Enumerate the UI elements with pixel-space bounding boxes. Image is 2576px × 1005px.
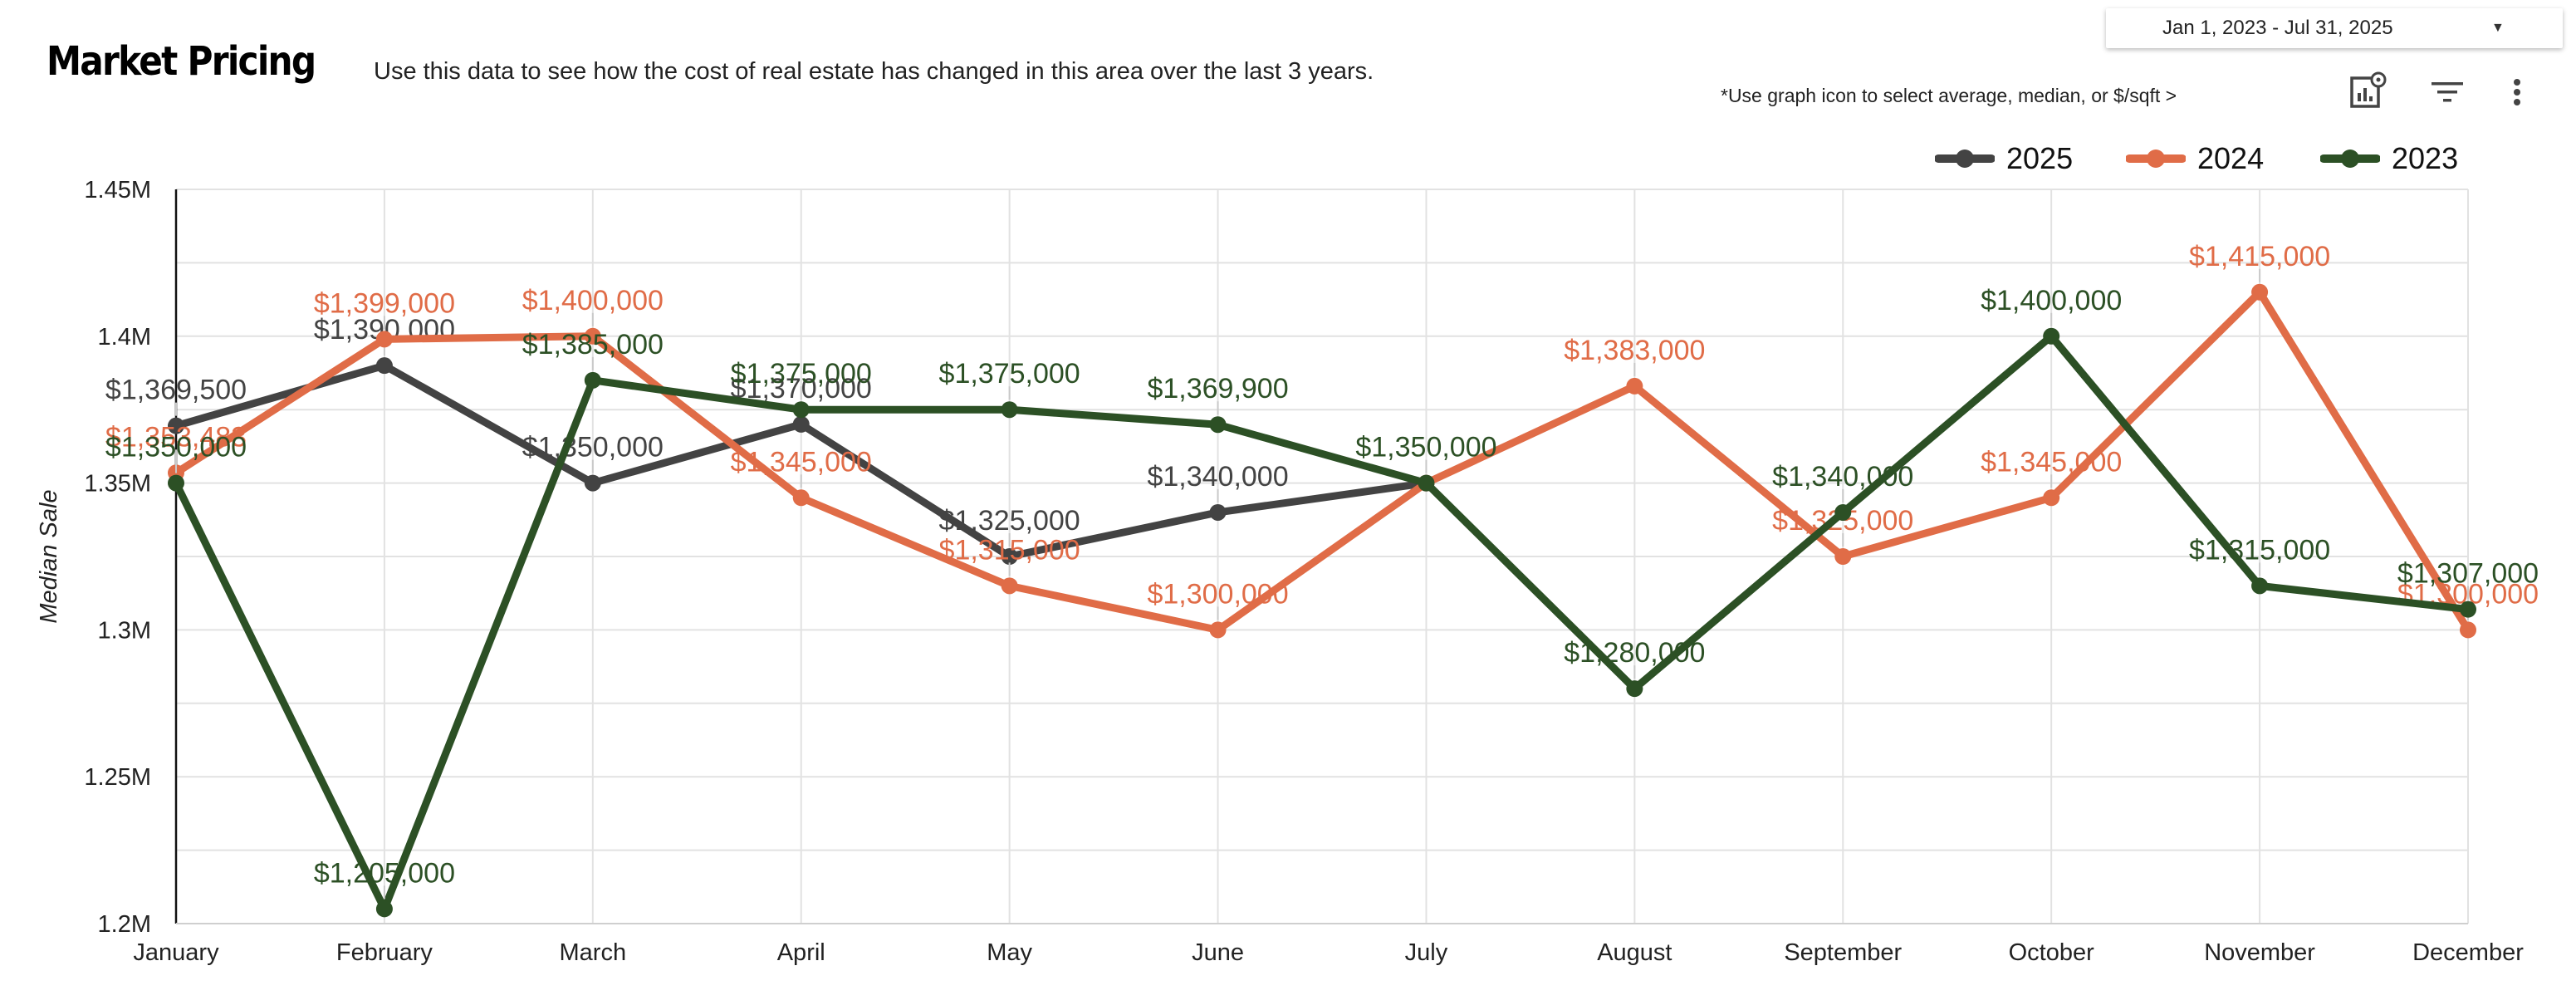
series-2024-data-label: $1,300,000	[1147, 578, 1288, 610]
series-2024-point	[1626, 377, 1643, 395]
series-2023-data-label: $1,350,000	[1355, 432, 1496, 463]
series-2023-point	[375, 900, 393, 918]
series-2025-point	[792, 415, 810, 433]
series-2024-point	[2460, 621, 2476, 639]
legend-swatch-2023	[2320, 150, 2380, 168]
series-2023-point	[2460, 601, 2476, 618]
series-2024-data-label: $1,400,000	[522, 285, 664, 316]
series-2023-point	[168, 474, 184, 492]
series-2025-point	[1001, 548, 1018, 565]
series-2025-data-label: $1,340,000	[1147, 461, 1288, 493]
filter-icon[interactable]	[2427, 71, 2468, 113]
series-2024-data-label: $1,345,000	[731, 446, 872, 478]
series-2023-point	[584, 371, 601, 389]
x-tick-label: November	[2204, 939, 2315, 966]
y-tick-label: 1.35M	[84, 471, 151, 498]
series-2023-point	[1834, 503, 1852, 521]
series-2023-point	[1209, 416, 1227, 434]
series-2023-data-label: $1,340,000	[1772, 461, 1913, 493]
series-2024-point	[1209, 621, 1227, 639]
series-2025-point	[584, 474, 601, 492]
y-axis-title: Median Sale	[36, 489, 62, 623]
series-2024-line	[172, 288, 2472, 634]
x-tick-label: May	[987, 939, 1032, 966]
series-2023-point	[1418, 474, 1435, 492]
x-tick-label: February	[336, 939, 433, 966]
chevron-down-icon: ▼	[2491, 21, 2505, 35]
x-tick-label: September	[1784, 939, 1902, 966]
x-tick-label: April	[777, 939, 825, 966]
x-tick-label: December	[2412, 939, 2524, 966]
series-2024-point	[1001, 577, 1018, 595]
series-2024-data-label: $1,345,000	[1981, 446, 2122, 478]
series-2024-data-label: $1,353,483	[105, 421, 247, 453]
series-2023-point	[1626, 680, 1643, 698]
series-2023-point	[1001, 401, 1018, 419]
x-tick-label: January	[133, 939, 219, 966]
series-2023-data-label: $1,280,000	[1564, 637, 1705, 669]
series-2023-data-label: $1,307,000	[2397, 558, 2539, 590]
legend-item-2025[interactable]: 2025	[1935, 141, 2073, 176]
series-2024-data-label: $1,315,000	[939, 534, 1080, 566]
chart-settings-icon[interactable]	[2347, 71, 2388, 113]
series-2023-data-label: $1,205,000	[314, 857, 455, 889]
y-tick-label: 1.45M	[84, 177, 151, 203]
series-2023-data-label: $1,385,000	[522, 329, 664, 360]
series-2024-point	[2251, 283, 2269, 301]
series-2025-data-label: $1,369,500	[105, 375, 247, 406]
series-2024-data-label: $1,399,000	[314, 287, 455, 319]
more-vert-icon[interactable]	[2496, 71, 2538, 113]
date-range-label: Jan 1, 2023 - Jul 31, 2025	[2162, 17, 2393, 39]
series-2023-point	[2043, 327, 2060, 345]
series-2023-point	[792, 401, 810, 419]
series-2025-point	[1209, 503, 1227, 521]
y-tick-label: 1.2M	[98, 911, 151, 938]
legend-item-2023[interactable]: 2023	[2320, 141, 2458, 176]
series-2023-line	[172, 332, 2472, 913]
series-2025-point	[375, 357, 393, 375]
series-2023-data-label: $1,375,000	[939, 358, 1080, 390]
series-2023-data-label: $1,369,900	[1147, 373, 1288, 404]
x-tick-label: June	[1192, 939, 1244, 966]
y-tick-label: 1.3M	[98, 617, 151, 644]
x-tick-label: March	[560, 939, 627, 966]
legend-swatch-2025	[1935, 150, 1995, 168]
page-title: Market Pricing	[47, 38, 316, 85]
series-2024-point	[584, 327, 601, 345]
legend-label-2024: 2024	[2197, 141, 2265, 175]
series-2025-data-label: $1,350,000	[522, 432, 664, 463]
x-tick-label: July	[1405, 939, 1448, 966]
y-tick-label: 1.4M	[98, 324, 151, 351]
series-2023-point	[2251, 577, 2269, 595]
legend-label-2025: 2025	[2006, 141, 2074, 175]
x-tick-label: August	[1597, 939, 1672, 966]
series-2024-point	[1834, 548, 1852, 565]
legend-label-2023: 2023	[2392, 141, 2459, 175]
series-2024-point	[792, 489, 810, 507]
legend-swatch-2024	[2126, 150, 2186, 168]
legend-item-2024[interactable]: 2024	[2126, 141, 2264, 176]
series-2024-point	[2043, 489, 2060, 507]
y-tick-label: 1.25M	[84, 764, 151, 791]
series-2025-data-label: $1,325,000	[939, 505, 1080, 537]
x-tick-label: October	[2009, 939, 2094, 966]
graph-hint-text: *Use graph icon to select average, media…	[1721, 85, 2177, 106]
series-2023-data-label: $1,350,000	[105, 432, 247, 463]
series-2024-data-label: $1,415,000	[2189, 241, 2330, 272]
series-2025-point	[168, 417, 184, 434]
series-2024-point	[375, 331, 393, 348]
series-2023-data-label: $1,375,000	[731, 358, 872, 390]
series-2023-data-label: $1,400,000	[1981, 285, 2122, 316]
page-subtitle: Use this data to see how the cost of rea…	[374, 58, 1374, 85]
series-2024-data-label: $1,383,000	[1564, 335, 1705, 366]
series-2023-data-label: $1,315,000	[2189, 534, 2330, 566]
date-range-picker[interactable]: Jan 1, 2023 - Jul 31, 2025 ▼	[2106, 8, 2563, 48]
